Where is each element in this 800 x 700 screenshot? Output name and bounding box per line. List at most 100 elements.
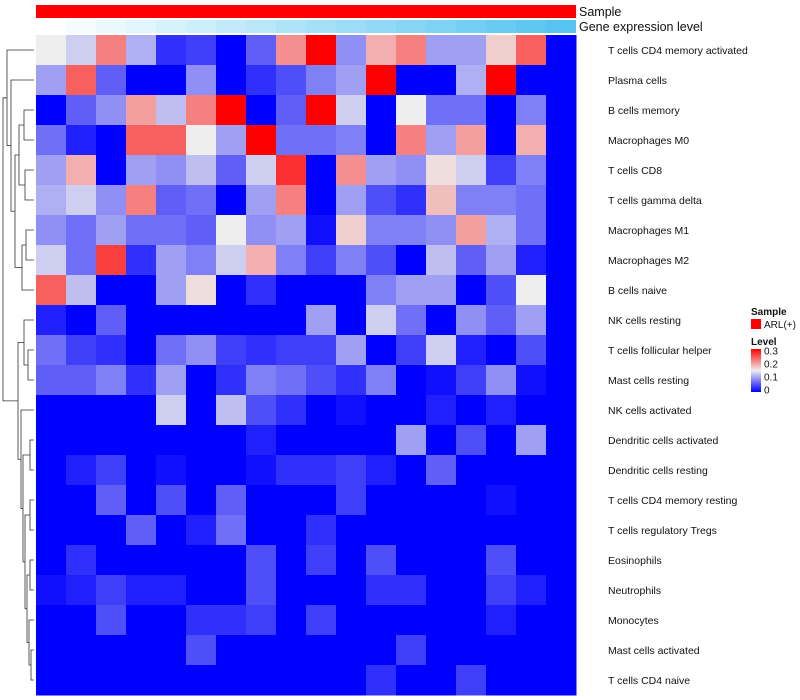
dendrogram-branch: [29, 499, 34, 531]
heatmap-cell: [336, 665, 367, 696]
heatmap-cell: [186, 545, 217, 576]
heatmap-cell: [96, 185, 127, 216]
heatmap-cell: [456, 515, 487, 546]
heatmap-cell: [96, 575, 127, 606]
heatmap-cell: [126, 515, 157, 546]
expression-annotation-cell: [96, 20, 126, 33]
heatmap-cell: [426, 155, 457, 186]
heatmap-cell: [156, 275, 187, 306]
heatmap-cell: [396, 125, 427, 156]
heatmap-cell: [276, 35, 307, 66]
heatmap-cell: [456, 215, 487, 246]
heatmap-cell: [156, 245, 187, 276]
heatmap-cell: [96, 545, 127, 576]
dendrogram-branch: [26, 574, 30, 643]
heatmap-cell: [126, 365, 157, 396]
heatmap-cell: [306, 65, 337, 96]
heatmap-cell: [276, 155, 307, 186]
heatmap-cell: [306, 305, 337, 336]
legend-level-colorbar: [751, 349, 761, 392]
expression-annotation-cell: [516, 20, 546, 33]
row-label: T cells CD4 memory activated: [608, 45, 748, 57]
heatmap-cell: [306, 395, 337, 426]
expression-annotation-cell: [66, 20, 96, 33]
heatmap-cell: [36, 485, 67, 516]
row-label: T cells follicular helper: [608, 345, 712, 357]
heatmap-cell: [216, 545, 247, 576]
heatmap-cell: [366, 215, 397, 246]
heatmap-cell: [186, 65, 217, 96]
heatmap-cell: [186, 575, 217, 606]
heatmap-cell: [426, 635, 457, 666]
heatmap-cell: [516, 305, 547, 336]
heatmap-cell: [516, 155, 547, 186]
dendrogram-branch: [30, 649, 34, 681]
heatmap-cell: [546, 485, 577, 516]
heatmap-cell: [456, 545, 487, 576]
heatmap-cell: [306, 425, 337, 456]
heatmap-cell: [456, 155, 487, 186]
legend-level-tick: 0.1: [764, 373, 778, 384]
heatmap-cell: [66, 155, 97, 186]
heatmap-cell: [246, 125, 277, 156]
dendrogram-branch: [24, 514, 30, 610]
heatmap-cell: [126, 485, 157, 516]
heatmap-cell: [246, 305, 277, 336]
heatmap-cell: [366, 545, 397, 576]
heatmap-cell: [36, 275, 67, 306]
heatmap-cell: [96, 95, 127, 126]
heatmap-cell: [246, 155, 277, 186]
heatmap-cell: [96, 635, 127, 666]
expression-annotation-cell: [486, 20, 516, 33]
heatmap-cell: [426, 395, 457, 426]
heatmap-cell: [276, 125, 307, 156]
heatmap-cell: [426, 455, 457, 486]
heatmap-cell: [306, 545, 337, 576]
heatmap-cell: [366, 515, 397, 546]
heatmap-cell: [426, 275, 457, 306]
heatmap-cell: [366, 395, 397, 426]
heatmap-cell: [456, 575, 487, 606]
heatmap-cell: [36, 425, 67, 456]
heatmap-cell: [126, 245, 157, 276]
heatmap-cell: [516, 665, 547, 696]
expression-annotation-cell: [126, 20, 156, 33]
expression-annotation-label: Gene expression level: [579, 20, 703, 34]
heatmap-cell: [36, 215, 67, 246]
heatmap-cell: [276, 95, 307, 126]
heatmap-cell: [36, 665, 67, 696]
heatmap-cell: [396, 665, 427, 696]
heatmap-cell: [546, 215, 577, 246]
heatmap-cell: [186, 425, 217, 456]
heatmap-cell: [456, 125, 487, 156]
expression-annotation-cell: [456, 20, 486, 33]
expression-annotation-cell: [306, 20, 336, 33]
row-label: Eosinophils: [608, 555, 662, 567]
heatmap-cell: [36, 155, 67, 186]
heatmap-cell: [126, 635, 157, 666]
heatmap-cell: [426, 335, 457, 366]
heatmap-cell: [126, 35, 157, 66]
heatmap-cell: [426, 35, 457, 66]
heatmap-cell: [366, 125, 397, 156]
heatmap-cell: [66, 395, 97, 426]
heatmap-cell: [366, 635, 397, 666]
heatmap-cell: [456, 185, 487, 216]
heatmap-cell: [216, 65, 247, 96]
expression-annotation-cell: [546, 20, 576, 33]
heatmap-cell: [516, 575, 547, 606]
heatmap-cell: [276, 335, 307, 366]
heatmap-cell: [216, 95, 247, 126]
heatmap-cell: [366, 335, 397, 366]
heatmap-cell: [36, 335, 67, 366]
heatmap-cell: [186, 635, 217, 666]
heatmap-cell: [66, 575, 97, 606]
heatmap-cell: [126, 665, 157, 696]
heatmap-cell: [216, 365, 247, 396]
heatmap-cell: [456, 275, 487, 306]
heatmap-cell: [486, 125, 517, 156]
row-labels: T cells CD4 memory activated Plasma cells…: [608, 45, 748, 687]
heatmap-cell: [216, 155, 247, 186]
heatmap-cell: [186, 35, 217, 66]
heatmap-cell: [366, 485, 397, 516]
